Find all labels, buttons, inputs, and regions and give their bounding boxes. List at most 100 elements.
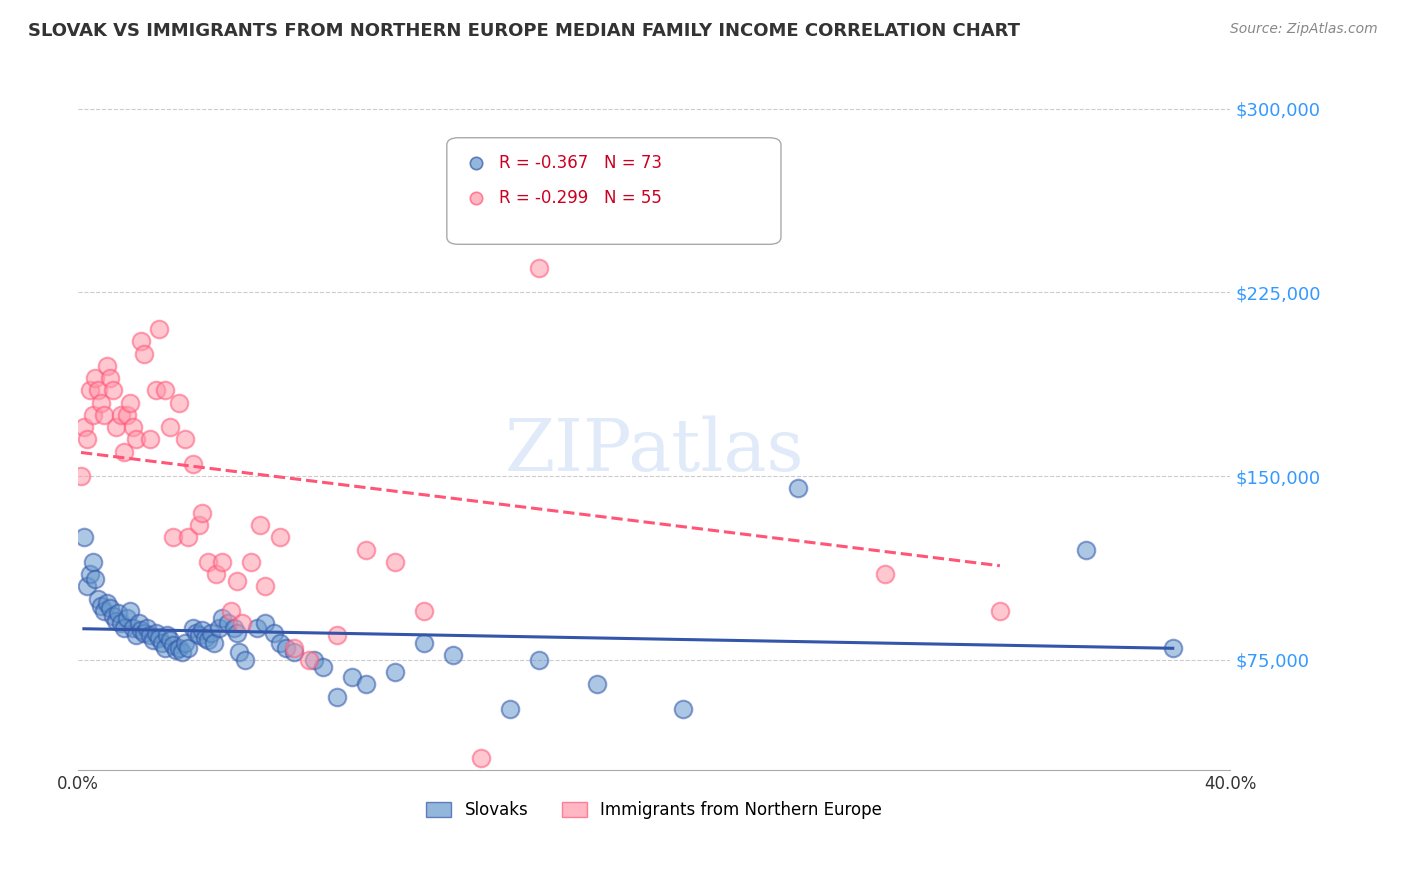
Immigrants from Northern Europe — [527, 260, 550, 275]
Immigrants from Northern Europe — [134, 346, 156, 360]
Immigrants from Northern Europe — [84, 371, 107, 385]
Immigrants from Northern Europe — [153, 384, 176, 398]
Slovaks — [263, 625, 285, 640]
Slovaks — [128, 615, 150, 630]
Slovaks — [585, 677, 607, 691]
Slovaks — [162, 638, 184, 652]
Slovaks — [269, 635, 291, 649]
Immigrants from Northern Europe — [101, 384, 124, 398]
Slovaks — [217, 615, 239, 630]
Slovaks — [107, 606, 129, 620]
Immigrants from Northern Europe — [125, 432, 148, 446]
Immigrants from Northern Europe — [384, 555, 406, 569]
Slovaks — [274, 640, 297, 655]
Slovaks — [176, 640, 198, 655]
Immigrants from Northern Europe — [176, 530, 198, 544]
Text: ZIPatlas: ZIPatlas — [505, 415, 804, 485]
Immigrants from Northern Europe — [167, 395, 190, 409]
Immigrants from Northern Europe — [205, 567, 228, 582]
Slovaks — [412, 635, 434, 649]
Slovaks — [194, 631, 217, 645]
Slovaks — [136, 621, 159, 635]
Slovaks — [200, 625, 222, 640]
Slovaks — [225, 625, 247, 640]
Immigrants from Northern Europe — [96, 359, 118, 373]
Slovaks — [131, 624, 153, 638]
FancyBboxPatch shape — [447, 137, 780, 244]
Slovaks — [202, 635, 225, 649]
Slovaks — [118, 604, 141, 618]
Slovaks — [183, 621, 205, 635]
Slovaks — [115, 611, 138, 625]
Slovaks — [76, 579, 98, 593]
Immigrants from Northern Europe — [131, 334, 153, 349]
Slovaks — [1161, 640, 1184, 655]
Immigrants from Northern Europe — [159, 420, 181, 434]
Slovaks — [246, 621, 269, 635]
Text: R = -0.299   N = 55: R = -0.299 N = 55 — [499, 189, 662, 207]
Immigrants from Northern Europe — [283, 640, 305, 655]
Immigrants from Northern Europe — [110, 408, 132, 422]
Slovaks — [110, 615, 132, 630]
Slovaks — [441, 648, 464, 662]
Immigrants from Northern Europe — [354, 542, 377, 557]
Immigrants from Northern Europe — [104, 420, 127, 434]
Slovaks — [340, 670, 363, 684]
Slovaks — [90, 599, 112, 613]
Slovaks — [125, 628, 148, 642]
Slovaks — [79, 567, 101, 582]
Slovaks — [139, 628, 162, 642]
Immigrants from Northern Europe — [82, 408, 104, 422]
Slovaks — [254, 615, 277, 630]
Immigrants from Northern Europe — [254, 579, 277, 593]
Slovaks — [1076, 542, 1098, 557]
Slovaks — [384, 665, 406, 679]
Text: SLOVAK VS IMMIGRANTS FROM NORTHERN EUROPE MEDIAN FAMILY INCOME CORRELATION CHART: SLOVAK VS IMMIGRANTS FROM NORTHERN EUROP… — [28, 22, 1021, 40]
Slovaks — [312, 660, 335, 674]
Immigrants from Northern Europe — [231, 615, 253, 630]
Slovaks — [499, 702, 522, 716]
Immigrants from Northern Europe — [93, 408, 115, 422]
Slovaks — [112, 621, 135, 635]
Immigrants from Northern Europe — [873, 567, 896, 582]
Immigrants from Northern Europe — [112, 444, 135, 458]
Slovaks — [87, 591, 110, 606]
Immigrants from Northern Europe — [139, 432, 162, 446]
Slovaks — [153, 640, 176, 655]
Immigrants from Northern Europe — [249, 518, 271, 533]
Slovaks — [188, 628, 211, 642]
Immigrants from Northern Europe — [98, 371, 121, 385]
Text: Source: ZipAtlas.com: Source: ZipAtlas.com — [1230, 22, 1378, 37]
Slovaks — [173, 635, 195, 649]
Slovaks — [211, 611, 233, 625]
Immigrants from Northern Europe — [162, 530, 184, 544]
Immigrants from Northern Europe — [225, 574, 247, 589]
Immigrants from Northern Europe — [148, 322, 170, 336]
Slovaks — [142, 633, 165, 648]
Slovaks — [186, 625, 208, 640]
Slovaks — [121, 621, 143, 635]
Slovaks — [82, 555, 104, 569]
Immigrants from Northern Europe — [197, 555, 219, 569]
Immigrants from Northern Europe — [115, 408, 138, 422]
Immigrants from Northern Europe — [269, 530, 291, 544]
Legend: Slovaks, Immigrants from Northern Europe: Slovaks, Immigrants from Northern Europe — [420, 794, 889, 826]
Immigrants from Northern Europe — [121, 420, 143, 434]
Slovaks — [165, 643, 187, 657]
Slovaks — [191, 624, 214, 638]
Slovaks — [145, 625, 167, 640]
Slovaks — [167, 640, 190, 655]
Slovaks — [354, 677, 377, 691]
Slovaks — [197, 633, 219, 648]
Immigrants from Northern Europe — [297, 653, 319, 667]
Slovaks — [527, 653, 550, 667]
Immigrants from Northern Europe — [118, 395, 141, 409]
Text: R = -0.367   N = 73: R = -0.367 N = 73 — [499, 153, 662, 171]
Slovaks — [170, 645, 193, 659]
Slovaks — [787, 481, 810, 495]
Point — [1060, 837, 1083, 851]
Immigrants from Northern Europe — [412, 604, 434, 618]
Point — [1060, 837, 1083, 851]
Immigrants from Northern Europe — [79, 384, 101, 398]
Slovaks — [304, 653, 326, 667]
